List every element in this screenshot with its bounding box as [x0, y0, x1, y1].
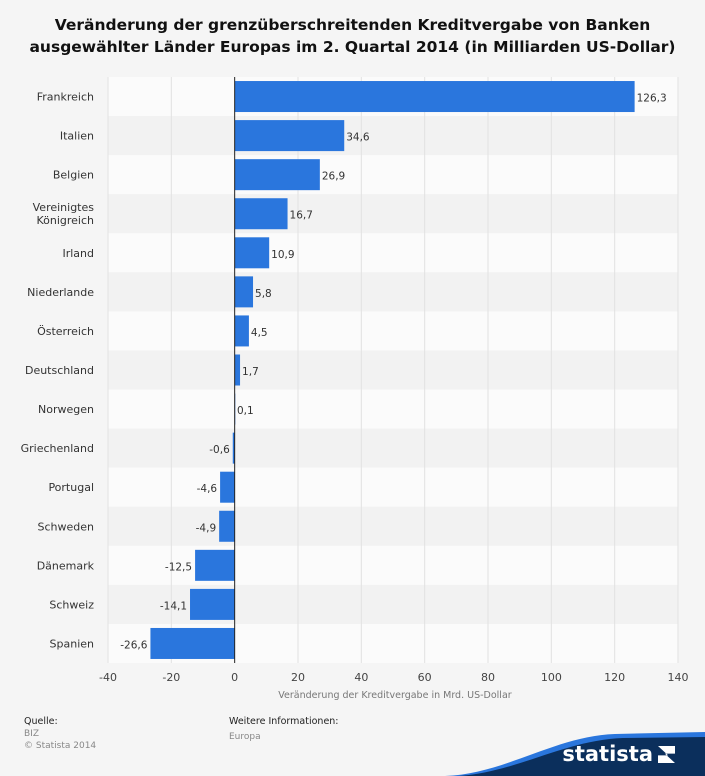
x-tick-label: 0 — [231, 671, 238, 684]
category-label-line: Belgien — [53, 169, 94, 182]
category-label-line: Spanien — [50, 637, 95, 650]
value-label: 1,7 — [242, 366, 259, 378]
category-label: Schweden — [38, 520, 95, 533]
row-band — [108, 311, 678, 351]
statista-brand[interactable]: statista — [445, 730, 705, 776]
statista-logo-icon — [658, 746, 675, 763]
source-line-1: BIZ — [24, 729, 39, 739]
source-block: Quelle: BIZ © Statista 2014 — [24, 716, 96, 752]
row-band — [108, 272, 678, 312]
chart-title-line-1: Veränderung der grenzüberschreitenden Kr… — [54, 16, 651, 34]
row-band — [108, 428, 678, 468]
category-label: Schweiz — [49, 598, 94, 611]
row-band — [108, 389, 678, 429]
brand-wave — [445, 732, 705, 776]
bar — [150, 627, 235, 659]
value-label: 10,9 — [271, 249, 294, 261]
source-line-2: © Statista 2014 — [24, 741, 97, 751]
category-label: Belgien — [53, 169, 94, 182]
value-label: -12,5 — [165, 561, 192, 573]
category-label-line: Norwegen — [38, 403, 94, 416]
value-label: -4,9 — [196, 522, 217, 534]
statista-logo-text: statista — [562, 742, 675, 766]
chart-title: Veränderung der grenzüberschreitenden Kr… — [0, 14, 705, 58]
x-tick-label: 140 — [668, 671, 689, 684]
info-link[interactable]: Europa — [229, 732, 261, 742]
x-tick-label: 20 — [291, 671, 305, 684]
category-label-line: Italien — [60, 130, 94, 143]
category-label-line: Frankreich — [37, 91, 94, 104]
row-band — [108, 233, 678, 273]
row-band — [108, 116, 678, 156]
category-label: Italien — [60, 130, 94, 143]
bar — [234, 315, 249, 347]
category-label: Frankreich — [37, 91, 94, 104]
category-label: Spanien — [50, 637, 95, 650]
bar — [234, 198, 288, 230]
value-label: 5,8 — [255, 288, 272, 300]
category-label-line: Schweiz — [49, 598, 94, 611]
category-label: Portugal — [48, 481, 94, 494]
bar — [195, 549, 235, 581]
category-label-line: Dänemark — [37, 559, 95, 572]
bar — [234, 159, 320, 191]
row-band — [108, 155, 678, 195]
value-label: 126,3 — [637, 93, 667, 105]
x-tick-label: -20 — [162, 671, 180, 684]
category-label-line: Irland — [62, 247, 94, 260]
row-band — [108, 350, 678, 390]
value-label: -4,6 — [197, 483, 218, 495]
bar — [220, 471, 235, 503]
category-label-line: Schweden — [38, 520, 95, 533]
x-tick-label: 120 — [604, 671, 625, 684]
info-block: Weitere Informationen: Europa — [229, 716, 339, 743]
bar — [234, 237, 270, 269]
source-heading: Quelle: — [24, 716, 58, 727]
value-label: 34,6 — [346, 132, 370, 144]
brand-name: statista — [562, 742, 653, 766]
bar — [219, 510, 235, 542]
value-label: 16,7 — [290, 210, 313, 222]
x-tick-label: 80 — [481, 671, 495, 684]
chart-title-line-2: ausgewählter Länder Europas im 2. Quarta… — [29, 38, 676, 56]
value-label: -14,1 — [160, 600, 187, 612]
x-tick-label: 100 — [541, 671, 562, 684]
category-label: Niederlande — [27, 286, 94, 299]
value-label: 26,9 — [322, 171, 345, 183]
category-label-line: Deutschland — [25, 364, 94, 377]
category-label: Norwegen — [38, 403, 94, 416]
x-tick-label: -40 — [99, 671, 117, 684]
value-label: 4,5 — [251, 327, 268, 339]
category-label: Österreich — [37, 325, 94, 338]
x-tick-label: 60 — [418, 671, 432, 684]
category-label-line: Griechenland — [21, 442, 94, 455]
info-heading: Weitere Informationen: — [229, 716, 339, 727]
row-band — [108, 506, 678, 546]
bar — [190, 588, 235, 620]
category-label: Dänemark — [37, 559, 95, 572]
category-label: Deutschland — [25, 364, 94, 377]
value-label: -0,6 — [209, 444, 230, 456]
row-band — [108, 545, 678, 585]
bar — [232, 432, 235, 464]
bar-chart: 126,3 Frankreich 34,6 Italien 26,9 Belgien 16,… — [21, 77, 689, 701]
bar — [234, 120, 345, 152]
x-tick-label: 40 — [354, 671, 368, 684]
bar — [234, 354, 241, 386]
category-label: Griechenland — [21, 442, 94, 455]
bar — [234, 276, 254, 308]
category-label-line: Portugal — [48, 481, 94, 494]
category-label: Irland — [62, 247, 94, 260]
category-label: Vereinigtes Königreich — [33, 201, 95, 227]
row-band — [108, 194, 678, 234]
category-label-line: Niederlande — [27, 286, 94, 299]
x-axis-label: Veränderung der Kreditvergabe in Mrd. US… — [278, 690, 511, 701]
value-label: -26,6 — [120, 639, 147, 651]
category-label-line: Österreich — [37, 325, 94, 338]
category-label-line: Königreich — [36, 214, 94, 227]
category-label-line: Vereinigtes — [33, 201, 95, 214]
bar — [234, 81, 635, 113]
row-band — [108, 467, 678, 507]
value-label: 0,1 — [237, 405, 254, 417]
